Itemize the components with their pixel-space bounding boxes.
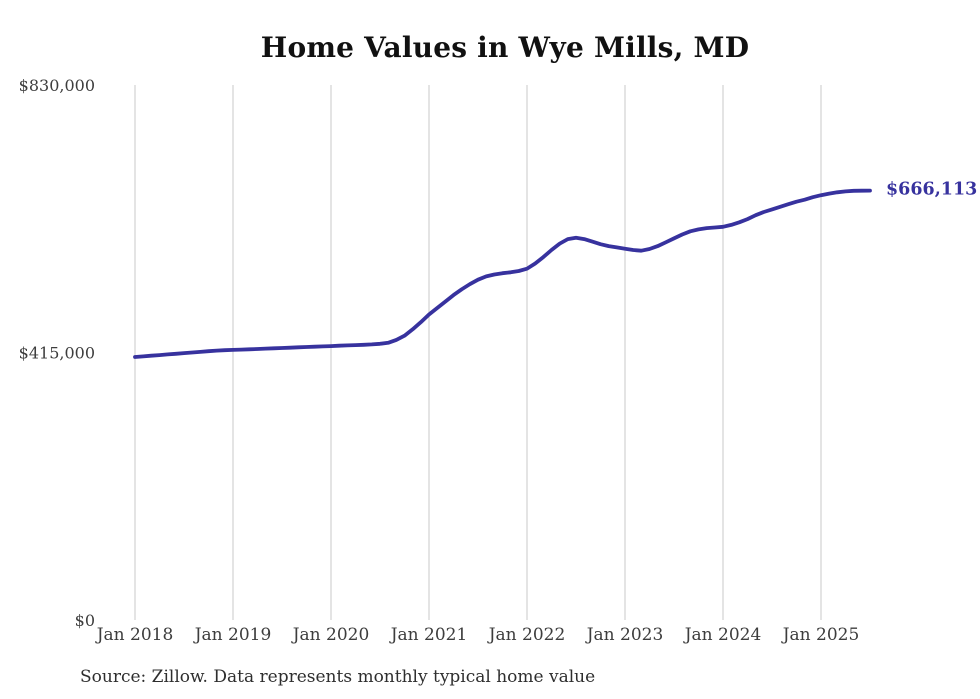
chart-title: Home Values in Wye Mills, MD [260,31,750,64]
y-tick-label: $0 [75,611,95,630]
x-tick-label: Jan 2018 [95,625,174,645]
x-tick-label: Jan 2022 [487,625,566,645]
y-tick-label: $830,000 [19,76,95,95]
x-tick-label: Jan 2023 [585,625,664,645]
x-tick-label: Jan 2021 [389,625,468,645]
x-tick-label: Jan 2020 [291,625,370,645]
source-note: Source: Zillow. Data represents monthly … [80,667,596,687]
x-tick-label: Jan 2025 [781,625,860,645]
x-tick-label: Jan 2019 [193,625,272,645]
home-value-line [133,188,872,359]
y-tick-label: $415,000 [19,344,95,363]
x-tick-label: Jan 2024 [683,625,762,645]
current-value-label: $666,113 [886,180,977,200]
